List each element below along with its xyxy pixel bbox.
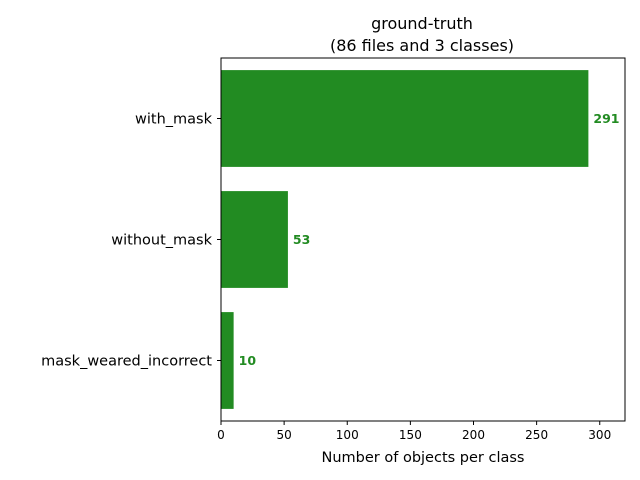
x-tick-label: 150 <box>399 428 422 442</box>
plot-frame <box>220 57 626 422</box>
x-tick-label: 0 <box>217 428 225 442</box>
category-label: without_mask <box>111 233 212 249</box>
x-tick-label: 300 <box>588 428 611 442</box>
category-label: mask_weared_incorrect <box>41 354 212 370</box>
value-label: 291 <box>593 111 619 126</box>
category-labels: with_mask without_mask mask_weared_incorre… <box>41 112 221 370</box>
bar-with-mask <box>221 70 589 167</box>
x-tick-label: 250 <box>525 428 548 442</box>
bar-mask-weared-incorrect <box>221 312 234 409</box>
category-label: with_mask <box>135 112 213 128</box>
x-tick-label: 100 <box>336 428 359 442</box>
chart-title: ground-truth <box>371 14 473 33</box>
x-tick-label: 200 <box>462 428 485 442</box>
bars-group <box>221 70 589 409</box>
x-tick-label: 50 <box>276 428 291 442</box>
value-label: 53 <box>293 232 310 247</box>
value-labels: 291 53 10 <box>239 111 620 368</box>
chart-subtitle: (86 files and 3 classes) <box>330 36 514 55</box>
bar-without-mask <box>221 191 288 288</box>
x-axis-title: Number of objects per class <box>322 450 525 466</box>
value-label: 10 <box>239 353 257 368</box>
x-axis-ticks: 0 50 100 150 200 250 300 <box>217 421 611 442</box>
